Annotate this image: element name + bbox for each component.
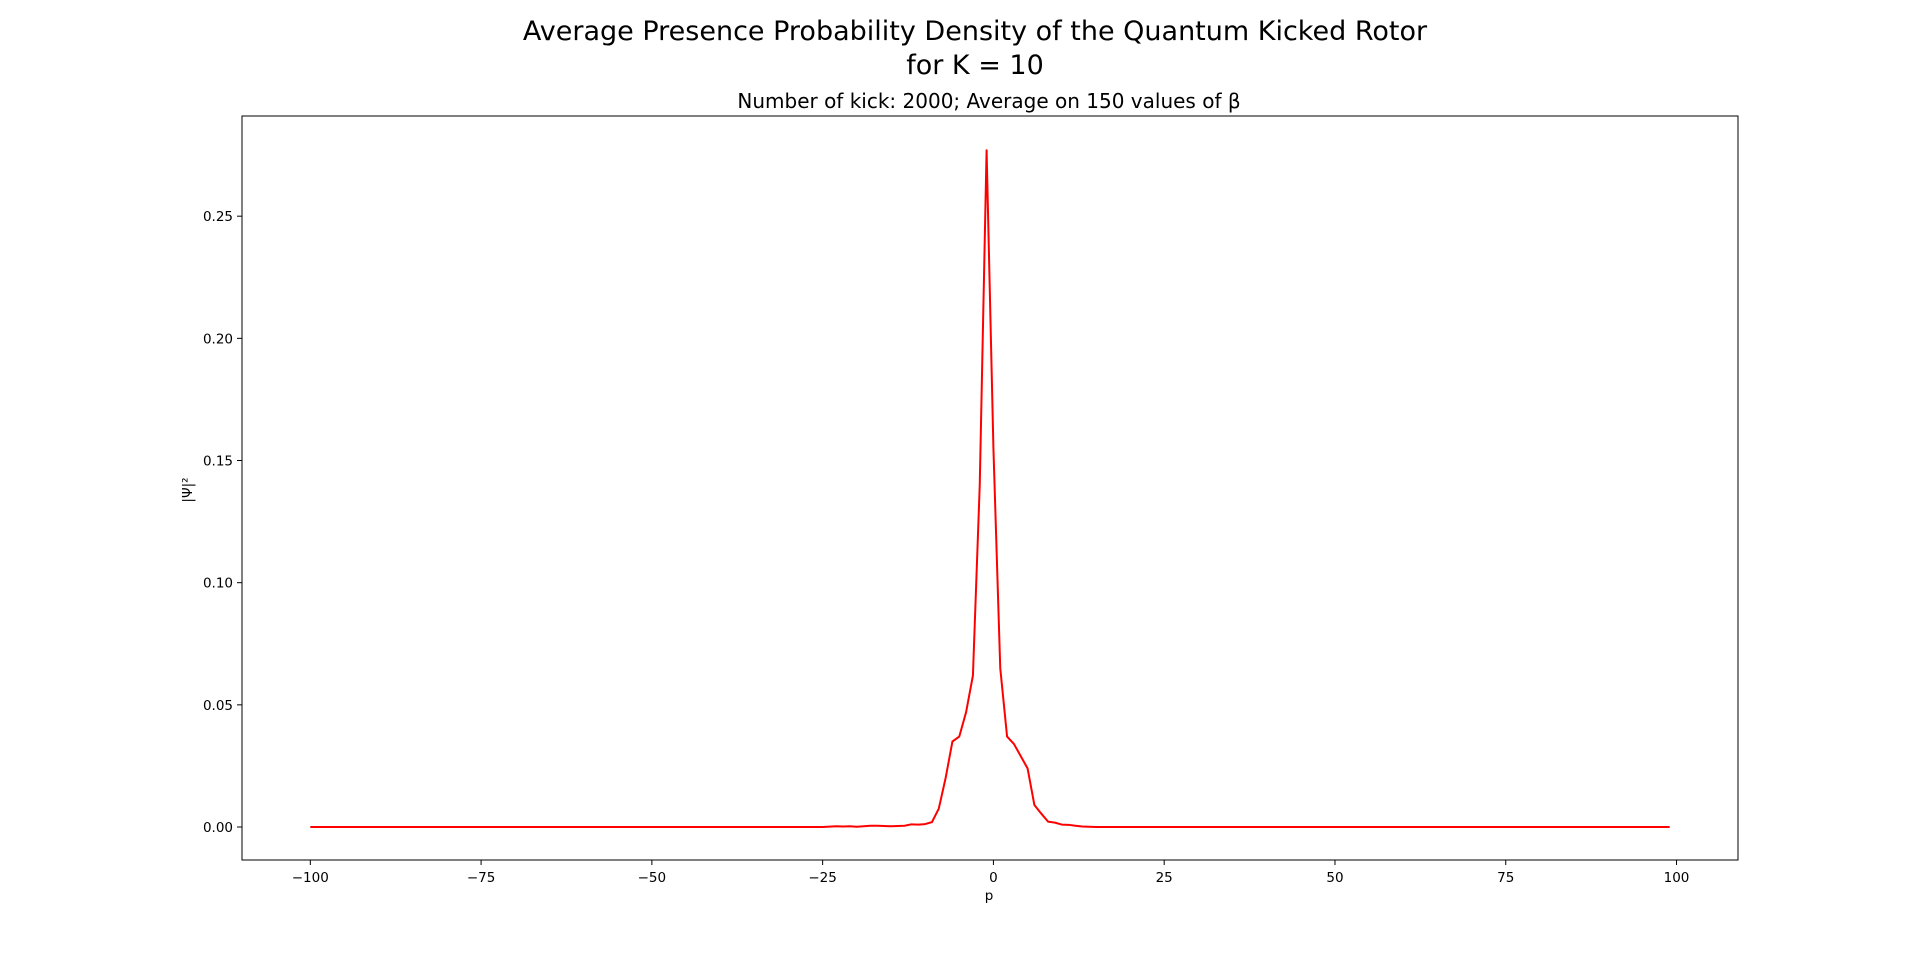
x-axis-label: p: [985, 888, 994, 904]
x-tick-label: −25: [808, 870, 837, 886]
chart-title-line2: for K = 10: [906, 50, 1044, 81]
y-tick-label: 0.15: [203, 454, 233, 470]
y-tick-label: 0.10: [203, 576, 233, 592]
y-tick-label: 0.25: [203, 209, 233, 225]
x-tick-label: 100: [1664, 870, 1690, 886]
x-tick-label: 75: [1497, 870, 1514, 886]
y-axis-label: |Ψ|²: [180, 477, 196, 502]
x-axis-ticks: −100 −75 −50 −25 0 25 50 75 100: [292, 860, 1690, 886]
y-tick-label: 0.00: [203, 820, 233, 836]
chart-title: Average Presence Probability Density of …: [523, 16, 1428, 47]
x-tick-label: 0: [989, 870, 998, 886]
chart-subtitle: Number of kick: 2000; Average on 150 val…: [737, 89, 1240, 113]
x-tick-label: 50: [1326, 870, 1343, 886]
y-tick-label: 0.05: [203, 698, 233, 714]
x-tick-label: −75: [467, 870, 496, 886]
y-tick-label: 0.20: [203, 331, 233, 347]
plot-area-frame: [241, 115, 1739, 861]
series-line: [310, 149, 1670, 829]
x-tick-label: −50: [638, 870, 667, 886]
x-tick-label: 25: [1156, 870, 1173, 886]
x-tick-label: −100: [292, 870, 329, 886]
y-axis-ticks: 0.00 0.05 0.10 0.15 0.20 0.25: [203, 209, 242, 836]
